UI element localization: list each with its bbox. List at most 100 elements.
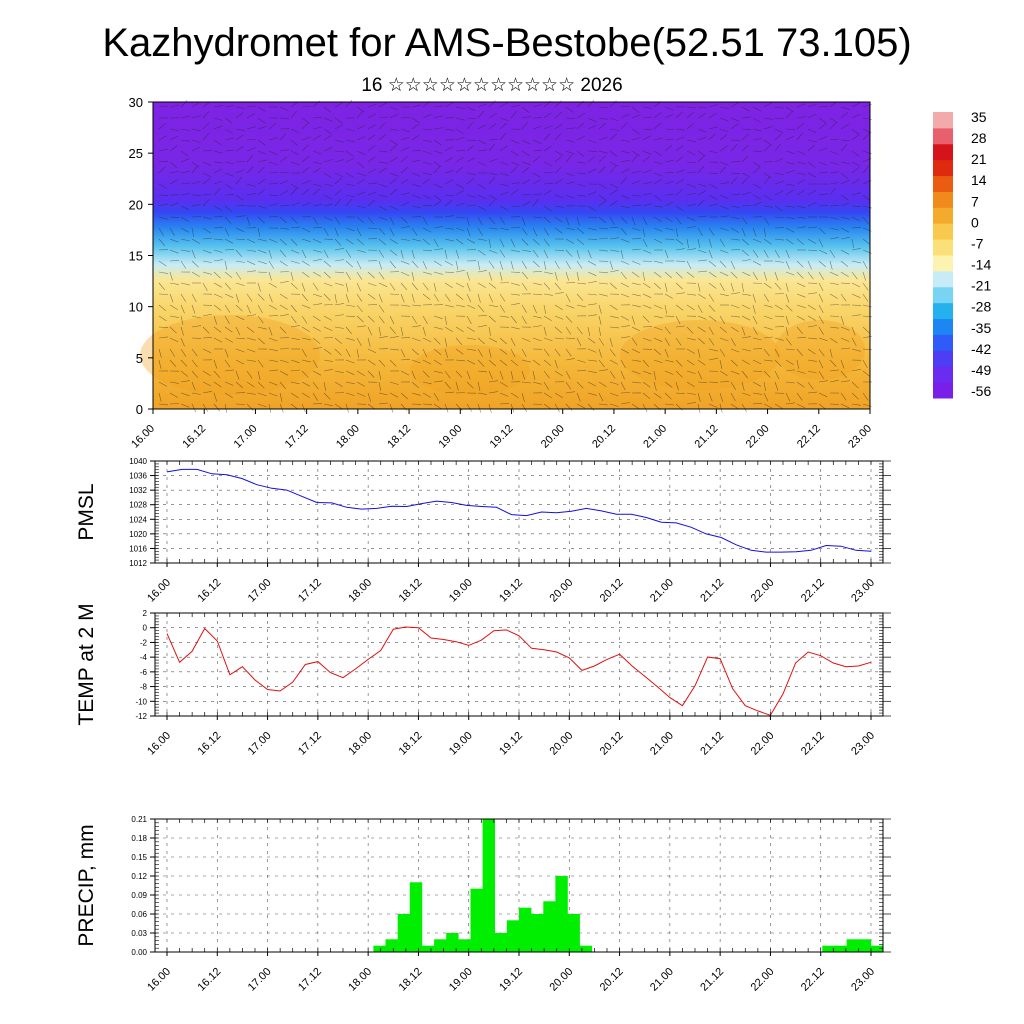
x-tick-label: 19.12 [497, 730, 525, 758]
x-tick-label: 22.12 [795, 423, 823, 451]
y-tick-label: 20 [129, 197, 143, 212]
x-tick-label: 16.00 [145, 730, 173, 758]
warm-region [620, 320, 780, 390]
y-tick-label: 30 [129, 95, 143, 110]
x-tick-label: 16.12 [195, 966, 223, 994]
colorbar-swatch [933, 127, 953, 145]
x-tick-label: 19.12 [497, 966, 525, 994]
x-tick-label: 17.12 [296, 577, 324, 605]
minor-ticks [155, 818, 883, 953]
cross-section-field [153, 102, 870, 409]
y-axis-title: PRECIP, mm [75, 824, 98, 946]
x-tick-label: 17.12 [283, 423, 311, 451]
colorbar-swatch [933, 112, 953, 129]
colorbar-label: 0 [971, 214, 979, 230]
colorbar-label: 7 [971, 193, 979, 209]
colorbar-swatch [933, 143, 953, 161]
y-tick-label: -12 [135, 712, 147, 721]
x-tick-label: 18.00 [346, 730, 374, 758]
x-tick-label: 18.12 [385, 423, 413, 451]
x-tick-label: 20.00 [547, 730, 575, 758]
y-tick-label: 1036 [129, 472, 147, 481]
x-tick-label: 16.12 [180, 423, 208, 451]
colorbar-swatch [933, 270, 953, 288]
precip-bar [482, 819, 495, 952]
x-tick-label: 19.00 [436, 423, 464, 451]
minor-ticks [155, 460, 883, 564]
colorbar-swatch [933, 239, 953, 256]
x-tick-label: 21.12 [698, 577, 726, 605]
colorbar-swatch [933, 223, 953, 240]
y-tick-label: 0 [143, 624, 148, 633]
minor-ticks [155, 612, 883, 717]
colorbar-label: 14 [971, 172, 987, 188]
x-tick-label: 19.00 [447, 966, 475, 994]
precip-bar [519, 907, 532, 952]
x-tick-label: 21.12 [693, 423, 721, 451]
x-tick-label: 22.00 [749, 577, 777, 605]
precip-bar [834, 945, 847, 952]
x-tick-label: 18.00 [346, 577, 374, 605]
y-tick-label: 0.18 [131, 834, 147, 843]
pmsl-panel: 1012 1016 1020 1024 1028 1032 1036 1040 16.00 16.… [75, 457, 891, 605]
precip-bar [446, 933, 459, 952]
x-tick-label: 21.12 [698, 730, 726, 758]
x-tick-label: 17.12 [296, 966, 324, 994]
x-tick-label: 19.12 [497, 577, 525, 605]
x-tick-label: 17.00 [246, 730, 274, 758]
colorbar-label: -35 [971, 320, 991, 336]
x-tick-label: 22.12 [799, 966, 827, 994]
precip-bar [555, 876, 568, 952]
cross-section-panel: 0 5 10 15 20 25 30 16.00 16.12 17.00 17.12 18.00 18.… [129, 95, 875, 451]
precip-bar [822, 945, 835, 952]
y-tick-label: 0.21 [131, 815, 147, 824]
x-tick-label: 23.00 [846, 423, 874, 451]
x-tick-label: 17.00 [232, 423, 260, 451]
y-tick-label: 10 [129, 300, 143, 315]
y-tick-label: 1028 [129, 501, 147, 510]
y-tick-label: 1024 [129, 515, 147, 524]
temp-panel: -12 -10 -8 -6 -4 -2 0 2 16.00 16.12 17.00 17.12 18.0… [75, 603, 891, 758]
temp-series-line [166, 626, 872, 716]
y-tick-label: 1032 [129, 486, 147, 495]
precip-bar [858, 939, 872, 952]
colorbar-swatch [933, 191, 953, 208]
colorbar-label: -21 [971, 278, 991, 294]
figure-title: Kazhydromet for AMS-Bestobe(52.51 73.105… [102, 21, 911, 65]
x-tick-label: 17.00 [246, 966, 274, 994]
y-tick-label: 2 [143, 609, 148, 618]
colorbar-swatch [933, 207, 953, 224]
y-axis-title: TEMP at 2 M [75, 603, 98, 725]
x-tick-label: 23.00 [849, 577, 877, 605]
precip-bar [870, 945, 884, 952]
x-tick-label: 20.12 [598, 966, 626, 994]
x-tick-label: 18.00 [346, 966, 374, 994]
precip-panel: 0.00 0.03 0.06 0.09 0.12 0.15 0.18 0.21 16.00 16.… [75, 815, 891, 994]
y-tick-label: -4 [140, 653, 148, 662]
gridlines [155, 460, 883, 564]
colorbar-label: -14 [971, 257, 991, 273]
x-tick-label: 18.12 [397, 730, 425, 758]
x-tick-label: 23.00 [849, 730, 877, 758]
colorbar-label: -7 [971, 235, 984, 251]
precip-bar [567, 914, 580, 952]
x-tick-label: 21.00 [648, 966, 676, 994]
y-tick-label: -8 [140, 683, 148, 692]
y-tick-label: 0.00 [131, 948, 147, 957]
precip-bar [543, 901, 556, 952]
precip-bar [579, 945, 593, 952]
x-tick-label: 22.00 [749, 966, 777, 994]
precip-bar [846, 939, 859, 952]
y-tick-label: 0.09 [131, 891, 147, 900]
y-tick-label: 15 [129, 249, 143, 264]
x-tick-label: 21.00 [648, 577, 676, 605]
x-tick-label: 19.00 [447, 577, 475, 605]
precip-bar [373, 945, 386, 952]
precip-bar [531, 914, 544, 952]
precip-bar [458, 939, 471, 952]
y-tick-label: 0.15 [131, 853, 147, 862]
panel-frame [154, 612, 884, 717]
x-tick-label: 23.00 [849, 966, 877, 994]
x-tick-label: 20.00 [547, 577, 575, 605]
x-tick-label: 20.00 [539, 423, 567, 451]
